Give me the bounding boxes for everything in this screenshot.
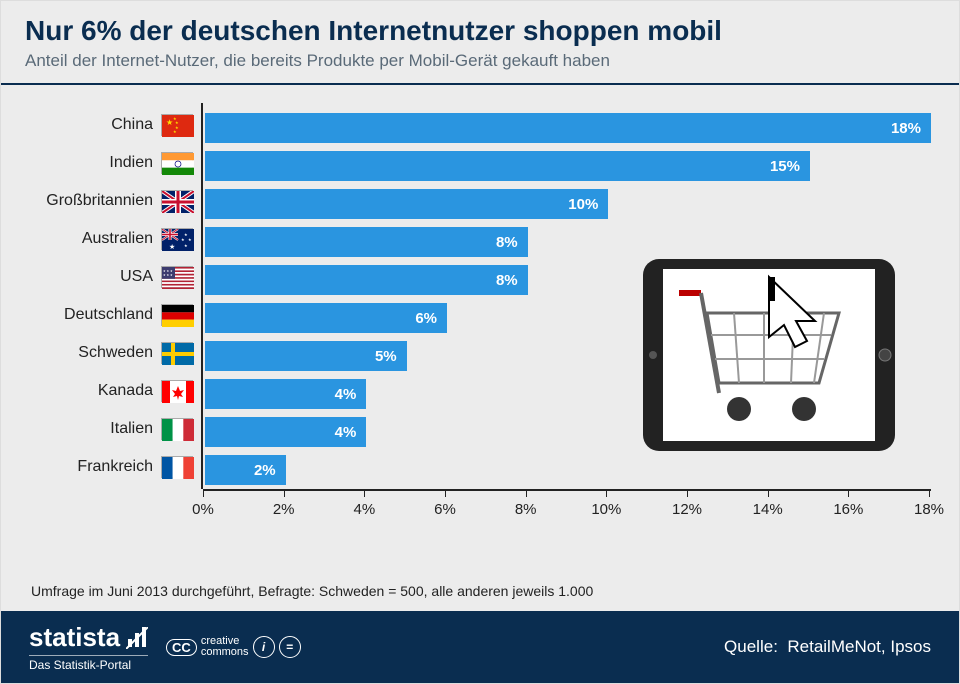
x-tick bbox=[445, 489, 446, 497]
x-tick-label: 16% bbox=[833, 501, 863, 518]
svg-text:★: ★ bbox=[188, 237, 192, 242]
chart-area: 18%15%10%8%8%6%5%4%4%2%0%2%4%6%8%10%12%1… bbox=[1, 85, 959, 583]
country-label: Deutschland bbox=[31, 306, 161, 324]
x-tick-label: 0% bbox=[192, 501, 214, 518]
brand-text: statista bbox=[29, 622, 120, 653]
chart-caption: Umfrage im Juni 2013 durchgeführt, Befra… bbox=[1, 583, 959, 611]
chart-row: Australien★★★★★ bbox=[31, 223, 929, 255]
chart-row: China★★★★★ bbox=[31, 109, 929, 141]
x-tick bbox=[929, 489, 930, 497]
svg-text:★: ★ bbox=[184, 243, 188, 248]
x-tick-label: 4% bbox=[353, 501, 375, 518]
x-tick bbox=[768, 489, 769, 497]
country-label: China bbox=[31, 116, 161, 134]
country-label: Indien bbox=[31, 154, 161, 172]
x-tick-label: 10% bbox=[591, 501, 621, 518]
svg-text:★: ★ bbox=[181, 237, 185, 242]
flag-icon bbox=[161, 380, 193, 402]
x-tick-label: 18% bbox=[914, 501, 944, 518]
x-tick-label: 14% bbox=[753, 501, 783, 518]
brand: statista Das Statistik-Portal bbox=[29, 622, 148, 672]
flag-icon bbox=[161, 418, 193, 440]
source: Quelle: RetailMeNot, Ipsos bbox=[724, 637, 931, 657]
country-label: Italien bbox=[31, 420, 161, 438]
x-tick bbox=[606, 489, 607, 497]
flag-icon: ★★★★★ bbox=[161, 114, 193, 136]
x-tick bbox=[203, 489, 204, 497]
svg-text:★ ★ ★: ★ ★ ★ bbox=[163, 273, 173, 277]
x-tick bbox=[364, 489, 365, 497]
x-tick bbox=[848, 489, 849, 497]
chart-row: Indien bbox=[31, 147, 929, 179]
brand-logo-icon bbox=[126, 627, 148, 649]
chart-subtitle: Anteil der Internet-Nutzer, die bereits … bbox=[25, 51, 935, 71]
x-tick-label: 2% bbox=[273, 501, 295, 518]
x-tick-label: 8% bbox=[515, 501, 537, 518]
flag-icon bbox=[161, 304, 193, 326]
x-tick-label: 12% bbox=[672, 501, 702, 518]
chart-row: Großbritannien bbox=[31, 185, 929, 217]
x-axis-line bbox=[203, 489, 931, 491]
footer: statista Das Statistik-Portal CC creativ… bbox=[1, 611, 959, 683]
flag-icon bbox=[161, 456, 193, 478]
country-label: Frankreich bbox=[31, 458, 161, 476]
cc-nd-icon: = bbox=[279, 636, 301, 658]
flag-icon bbox=[161, 152, 193, 174]
source-value: RetailMeNot, Ipsos bbox=[787, 637, 931, 656]
x-tick-label: 6% bbox=[434, 501, 456, 518]
chart-row: Frankreich bbox=[31, 451, 929, 483]
country-label: Australien bbox=[31, 230, 161, 248]
license-badges: CC creative commons i = bbox=[166, 636, 300, 658]
x-tick bbox=[526, 489, 527, 497]
svg-text:★: ★ bbox=[169, 243, 175, 251]
infographic-container: Nur 6% der deutschen Internetnutzer shop… bbox=[0, 0, 960, 684]
brand-tagline: Das Statistik-Portal bbox=[29, 655, 148, 672]
country-label: Schweden bbox=[31, 344, 161, 362]
country-label: Kanada bbox=[31, 382, 161, 400]
footer-left: statista Das Statistik-Portal CC creativ… bbox=[29, 622, 301, 672]
header: Nur 6% der deutschen Internetnutzer shop… bbox=[1, 1, 959, 85]
brand-name: statista bbox=[29, 622, 148, 653]
country-label: USA bbox=[31, 268, 161, 286]
cc-by-icon: i bbox=[253, 636, 275, 658]
x-tick bbox=[687, 489, 688, 497]
source-label: Quelle: bbox=[724, 637, 778, 656]
license-text-2: commons bbox=[201, 647, 249, 658]
svg-text:★: ★ bbox=[173, 129, 177, 134]
cc-badge-icon: CC bbox=[166, 639, 197, 656]
flag-icon: ★★★★★ bbox=[161, 228, 193, 250]
country-label: Großbritannien bbox=[31, 192, 161, 210]
x-tick bbox=[284, 489, 285, 497]
tablet-cart-illustration bbox=[639, 255, 899, 455]
flag-icon bbox=[161, 190, 193, 212]
chart-title: Nur 6% der deutschen Internetnutzer shop… bbox=[25, 15, 935, 47]
flag-icon bbox=[161, 342, 193, 364]
flag-icon: ★ ★ ★★ ★ ★ bbox=[161, 266, 193, 288]
